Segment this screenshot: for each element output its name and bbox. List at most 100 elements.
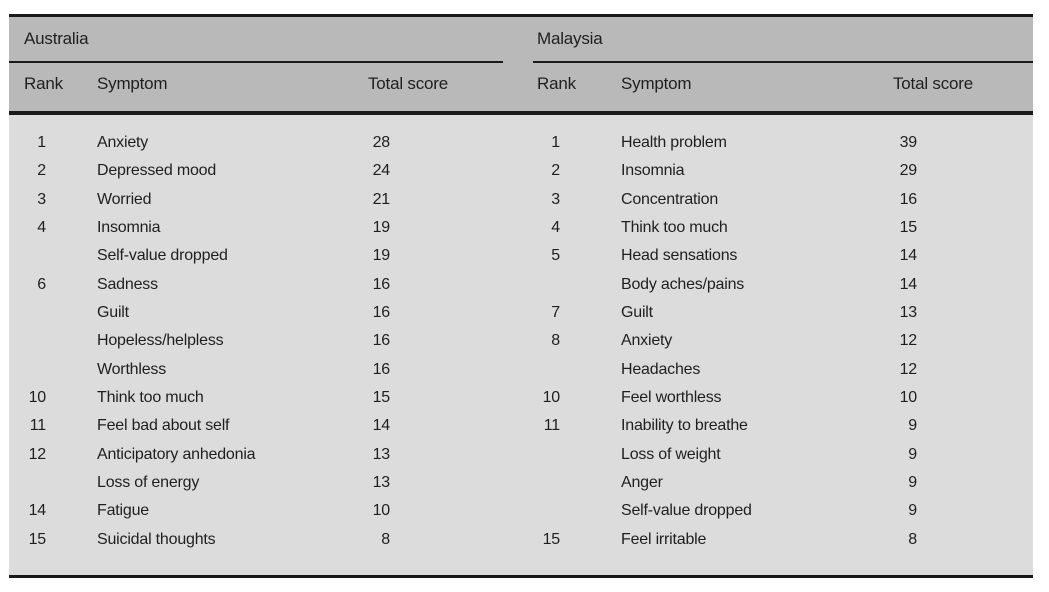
score-cell: 21 [372,190,391,208]
rank-cell: 14 [28,502,47,520]
table-row: Loss of energy 13 [9,469,503,497]
country-label: Australia [24,29,89,48]
symptom-cell: Think too much [621,219,728,237]
symptom-cell: Hopeless/helpless [97,332,224,350]
score-cell: 39 [899,134,918,151]
rank-cell: 6 [37,275,46,293]
table-row: 15 Suicidal thoughts 8 [9,526,503,554]
table-row: Anger 9 [533,469,1033,497]
australia-header-group: Australia Rank Symptom Total score [9,17,503,111]
score-cell: 15 [899,219,918,237]
symptom-column-header: Symptom [97,74,168,93]
score-cell: 12 [899,332,918,350]
table-row: 11 Inability to breathe 9 [533,412,1033,440]
score-cell: 14 [899,275,918,293]
rank-cell: 3 [551,190,560,208]
table-header: Australia Rank Symptom Total score Malay… [9,17,1033,115]
rank-cell: 2 [37,162,46,180]
table-row: Self-value dropped 19 [9,242,503,270]
table-row: Guilt 16 [9,299,503,327]
total-score-column-header: Total score [368,74,449,93]
score-cell: 9 [908,474,917,492]
rank-cell [9,242,46,270]
table-row: 3 Worried 21 [9,186,503,214]
table-row: 1 Anxiety 28 [9,129,503,157]
table-row: 10 Feel worthless 10 [533,384,1033,412]
rank-column-header: Rank [24,74,63,93]
rank-cell: 15 [542,530,561,548]
rank-cell: 4 [37,219,46,237]
score-cell: 28 [372,134,391,151]
rank-cell: 3 [37,190,46,208]
column-headers-australia: Rank Symptom Total score [9,63,503,109]
score-cell: 19 [372,219,391,237]
rank-cell [533,271,560,299]
table-row: 6 Sadness 16 [9,271,503,299]
table-row: 10 Think too much 15 [9,384,503,412]
country-spanner-malaysia: Malaysia [533,17,1033,63]
rank-cell: 12 [28,445,47,463]
rank-cell: 10 [28,389,47,407]
symptom-cell: Worried [97,190,152,208]
total-score-column-header: Total score [893,74,974,93]
rank-column-header: Rank [537,74,576,93]
symptom-column-header: Symptom [621,74,692,93]
score-cell: 8 [908,530,917,548]
malaysia-header-group: Malaysia Rank Symptom Total score [533,17,1033,111]
score-cell: 9 [908,417,917,435]
symptom-cell: Body aches/pains [621,275,745,293]
score-cell: 15 [372,389,391,407]
table-row: Headaches 12 [533,356,1033,384]
score-cell: 16 [899,190,918,208]
symptom-cell: Loss of energy [97,474,200,492]
table-row: 14 Fatigue 10 [9,497,503,525]
table-row: 11 Feel bad about self 14 [9,412,503,440]
table-row: 4 Insomnia 19 [9,214,503,242]
symptom-cell: Insomnia [97,219,161,237]
score-cell: 13 [372,474,391,492]
rank-cell: 10 [542,389,561,407]
symptom-cell: Health problem [621,134,727,151]
symptom-cell: Guilt [97,304,129,322]
score-cell: 16 [372,275,391,293]
rank-cell: 4 [551,219,560,237]
rank-cell: 11 [543,417,560,435]
score-cell: 8 [381,530,390,548]
score-cell: 10 [899,389,918,407]
symptom-cell: Feel bad about self [97,417,230,435]
symptom-cell: Sadness [97,275,158,293]
rank-cell: 7 [551,304,560,322]
table-row: 1 Health problem 39 [533,129,1033,157]
symptom-cell: Inability to breathe [621,417,748,435]
score-cell: 14 [372,417,391,435]
symptom-cell: Headaches [621,360,701,378]
symptom-cell: Feel irritable [621,530,707,548]
rank-cell [9,469,46,497]
score-cell: 29 [899,162,918,180]
rank-cell [9,327,46,355]
symptom-cell: Self-value dropped [97,247,228,265]
symptom-cell: Insomnia [621,162,685,180]
malaysia-rows: 1 Health problem 39 2 Insomnia 29 3 Concentrati… [533,129,1033,554]
symptom-cell: Think too much [97,389,204,407]
symptom-cell: Guilt [621,304,653,322]
table-row: 7 Guilt 13 [533,299,1033,327]
score-cell: 16 [372,332,391,350]
table-row: Self-value dropped 9 [533,497,1033,525]
australia-rows: 1 Anxiety 28 2 Depressed mood 24 3 Worried 21 4 In… [9,129,503,554]
rank-cell [9,356,46,384]
score-cell: 9 [908,445,917,463]
table-row: 3 Concentration 16 [533,186,1033,214]
score-cell: 16 [372,360,391,378]
symptom-cell: Worthless [97,360,167,378]
table-row: Loss of weight 9 [533,441,1033,469]
symptom-cell: Concentration [621,190,719,208]
rank-cell: 15 [28,530,47,548]
table-row: Worthless 16 [9,356,503,384]
rank-cell [533,469,560,497]
score-cell: 19 [372,247,391,265]
symptom-cell: Depressed mood [97,162,217,180]
score-cell: 10 [372,502,391,520]
table-row: Body aches/pains 14 [533,271,1033,299]
